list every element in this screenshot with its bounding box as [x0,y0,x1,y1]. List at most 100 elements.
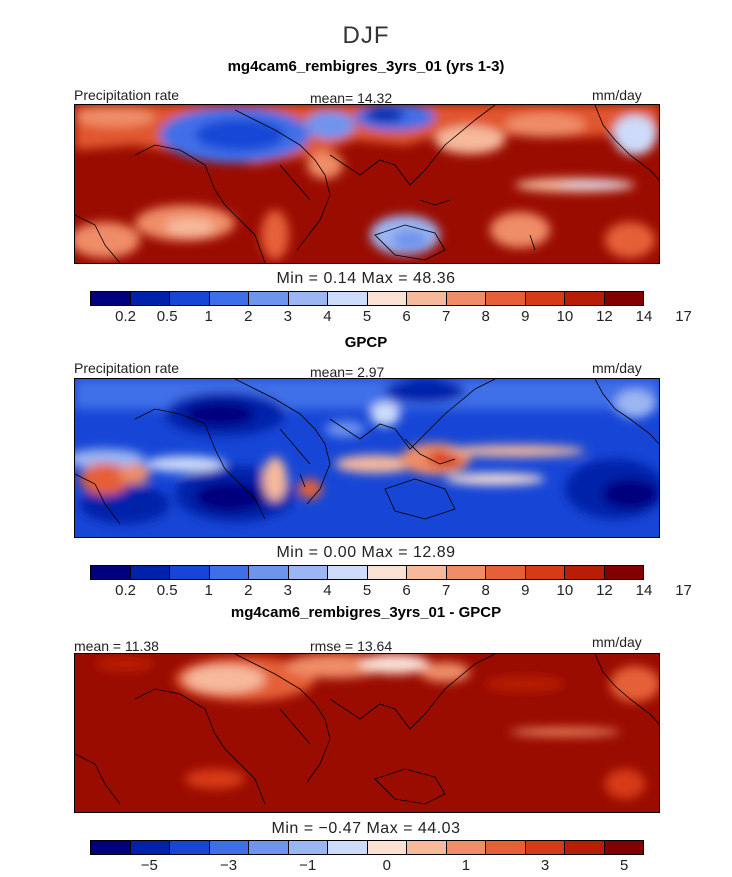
colorbar-segment [486,292,526,305]
colorbar-tick-label: 3 [540,857,550,874]
panel2-map [74,378,660,538]
colorbar-tick-label: 14 [635,308,653,325]
colorbar-tick-label: 8 [481,308,490,325]
panel3-precip-field [95,654,659,799]
colorbar-segment [328,566,368,579]
panel1-map [74,104,660,264]
panel1-variable-label: Precipitation rate [74,87,180,103]
colorbar-tick-label: 7 [441,308,451,325]
colorbar-segment [288,841,328,854]
colorbar-segment [209,566,249,579]
panel2-title: GPCP [344,334,388,351]
panel3-rmse-label: rmse = 13.64 [310,638,393,654]
panel1-precip-field [75,105,659,260]
colorbar-tick-label: 14 [635,582,653,599]
colorbar-tick-label: 9 [521,582,530,599]
colorbar-tick-label: 10 [556,308,574,325]
colorbar-tick-label: 0.5 [156,308,178,325]
colorbar-tick-label: 3 [283,582,293,599]
colorbar-tick-label: 1 [461,857,471,874]
colorbar-tick-label: 17 [675,308,692,325]
colorbar-segment [170,841,210,854]
panel3-minmax: Min = −0.47 Max = 44.03 [271,820,461,837]
colorbar-tick-label: 12 [596,582,613,599]
colorbar-tick-label: 6 [402,308,411,325]
colorbar-tick-label: −1 [299,857,317,874]
colorbar-tick-label: 3 [283,308,293,325]
colorbar-segment [367,566,407,579]
panel2-colorbar [90,565,644,580]
panel2-mean-label: mean= 2.97 [310,364,385,380]
colorbar-segment [249,566,289,579]
colorbar-tick-label: 4 [323,582,332,599]
colorbar-segment [170,566,210,579]
colorbar-segment [249,841,289,854]
panel3-colorbar-ticks: −5 −3 −1 0 1 3 5 [0,857,732,877]
colorbar-segment [446,841,486,854]
panel3-map [74,653,660,813]
figure-title: DJF [342,22,390,49]
colorbar-tick-label: 9 [521,308,530,325]
colorbar-segment [367,292,407,305]
colorbar-tick-label: −5 [140,857,158,874]
colorbar-segment [130,566,170,579]
panel2-precip-field [75,379,659,524]
colorbar-segment [328,292,368,305]
colorbar-segment [565,292,605,305]
colorbar-tick-label: 5 [362,308,372,325]
panel2-colorbar-ticks: 0.2 0.5 1 2 3 4 5 6 7 8 9 10 12 14 17 [0,582,732,602]
panel2-units-label: mm/day [592,360,642,376]
colorbar-segment [288,566,328,579]
colorbar-tick-label: 0 [382,857,391,874]
colorbar-segment [486,841,526,854]
panel1-minmax: Min = 0.14 Max = 48.36 [276,270,456,287]
panel1-colorbar [90,291,644,306]
colorbar-segment [91,841,131,854]
colorbar-segment [91,292,131,305]
panel3-colorbar [90,840,644,855]
panel3-coastlines [75,654,659,805]
panel1-units-label: mm/day [592,87,642,103]
colorbar-tick-label: 8 [481,582,490,599]
panel3-mean-label: mean = 11.38 [74,638,159,654]
colorbar-segment [604,841,643,854]
colorbar-tick-label: 0.5 [156,582,178,599]
colorbar-tick-label: −3 [219,857,238,874]
colorbar-tick-label: 4 [323,308,332,325]
panel2-coastlines [75,379,659,525]
colorbar-tick-label: 7 [441,582,451,599]
colorbar-segment [209,292,249,305]
colorbar-segment [525,841,565,854]
colorbar-segment [130,841,170,854]
colorbar-segment [367,841,407,854]
colorbar-segment [209,841,249,854]
colorbar-tick-label: 0.2 [115,582,136,599]
colorbar-segment [525,566,565,579]
colorbar-segment [407,292,447,305]
colorbar-tick-label: 10 [556,582,574,599]
panel1-mean-label: mean= 14.32 [310,90,393,106]
panel3-units-label: mm/day [592,634,642,650]
colorbar-segment [565,841,605,854]
colorbar-segment [446,566,486,579]
colorbar-tick-label: 1 [204,582,213,599]
colorbar-segment [407,566,447,579]
colorbar-segment [486,566,526,579]
colorbar-segment [91,566,131,579]
panel3-title: mg4cam6_rembigres_3yrs_01 - GPCP [230,604,502,621]
colorbar-segment [407,841,447,854]
colorbar-segment [604,566,643,579]
colorbar-tick-label: 2 [244,308,253,325]
colorbar-segment [328,841,368,854]
colorbar-segment [446,292,486,305]
colorbar-segment [249,292,289,305]
colorbar-tick-label: 0.2 [115,308,136,325]
colorbar-tick-label: 2 [244,582,253,599]
colorbar-segment [170,292,210,305]
panel1-title: mg4cam6_rembigres_3yrs_01 (yrs 1-3) [227,58,505,75]
colorbar-segment [525,292,565,305]
colorbar-tick-label: 12 [596,308,613,325]
panel2-minmax: Min = 0.00 Max = 12.89 [276,544,456,561]
panel2-variable-label: Precipitation rate [74,360,180,376]
colorbar-tick-label: 6 [402,582,411,599]
